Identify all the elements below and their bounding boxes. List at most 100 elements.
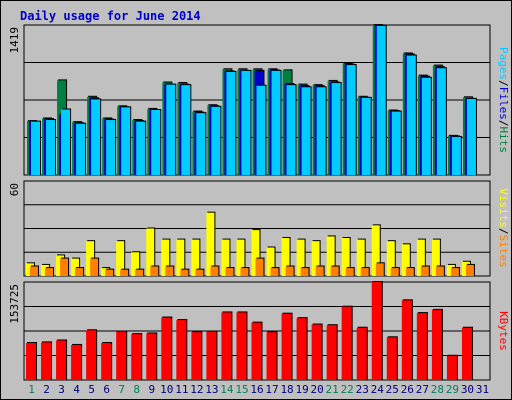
- visits-bar-day-28: [431, 239, 440, 276]
- kbytes-bar-day-28: [431, 309, 442, 380]
- x-tick-label-day-10: 10: [160, 383, 173, 396]
- visits-bar-day-15: [236, 239, 245, 276]
- legend-kbytes: KBytes: [497, 311, 510, 351]
- x-tick-label-day-4: 4: [73, 383, 80, 396]
- kbytes-bar-day-3: [56, 340, 67, 380]
- x-tick-label-day-19: 19: [295, 383, 308, 396]
- pages-bar-day-25: [391, 111, 401, 175]
- pages-bar-day-22: [346, 65, 356, 175]
- panel-pages_files_hits-legend: Pages/Files/Hits: [497, 47, 510, 153]
- kbytes-bar-day-9: [146, 333, 157, 380]
- sites-bar-day-25: [390, 268, 399, 276]
- pages-bar-day-10: [166, 84, 176, 175]
- sites-bar-day-2: [45, 268, 54, 276]
- pages-bar-day-23: [361, 97, 371, 175]
- x-tick-label-day-30: 30: [461, 383, 474, 396]
- kbytes-bar-day-15: [236, 312, 247, 380]
- pages-bar-day-8: [136, 121, 146, 175]
- pages-bar-day-1: [31, 121, 40, 175]
- x-tick-label-day-18: 18: [280, 383, 293, 396]
- pages-bar-day-14: [226, 71, 236, 175]
- sites-bar-day-8: [135, 269, 144, 276]
- kbytes-bar-day-16: [251, 322, 262, 380]
- pages-bar-day-29: [451, 136, 461, 175]
- visits-bar-day-21: [326, 236, 335, 276]
- sites-bar-day-6: [105, 269, 114, 276]
- sites-bar-day-3: [60, 258, 69, 276]
- pages-bar-day-13: [211, 106, 221, 175]
- x-tick-label-day-24: 24: [371, 383, 385, 396]
- visits-bar-day-7: [116, 241, 125, 276]
- pages-bar-day-6: [106, 120, 116, 175]
- visits-bar-day-14: [221, 239, 230, 276]
- panel-visits_sites-ymax-label: 60: [8, 183, 21, 196]
- sites-bar-day-27: [420, 266, 429, 276]
- visits-bar-day-17: [266, 247, 275, 276]
- kbytes-bar-day-12: [191, 332, 202, 380]
- pages-bar-day-17: [271, 70, 281, 175]
- x-tick-label-day-25: 25: [386, 383, 399, 396]
- kbytes-bar-day-10: [161, 317, 172, 380]
- kbytes-bar-day-6: [101, 343, 112, 380]
- pages-bar-day-26: [406, 55, 416, 175]
- pages-bar-day-18: [286, 85, 296, 175]
- visits-bar-day-8: [131, 252, 140, 276]
- sites-bar-day-12: [195, 269, 204, 276]
- kbytes-bar-day-8: [131, 334, 142, 380]
- pages-bar-day-3: [61, 109, 71, 175]
- sites-bar-day-7: [120, 269, 129, 276]
- kbytes-bar-day-5: [86, 330, 97, 380]
- visits-bar-day-12: [191, 239, 200, 276]
- visits-bar-day-27: [416, 239, 425, 276]
- x-tick-label-day-22: 22: [341, 383, 354, 396]
- x-tick-label-day-29: 29: [446, 383, 459, 396]
- sites-bar-day-13: [210, 266, 219, 276]
- visits-bar-day-23: [356, 239, 365, 276]
- x-tick-label-day-21: 21: [326, 383, 339, 396]
- x-tick-label-day-23: 23: [356, 383, 369, 396]
- kbytes-bar-day-30: [461, 327, 472, 380]
- pages-bar-day-30: [466, 98, 476, 175]
- pages-bar-day-20: [316, 87, 326, 175]
- visits-bar-day-10: [161, 239, 170, 276]
- kbytes-bar-day-25: [386, 337, 397, 380]
- pages-bar-day-9: [151, 109, 161, 175]
- sites-bar-day-20: [315, 266, 324, 276]
- kbytes-bar-day-20: [311, 324, 322, 380]
- legend-visits: Visits: [497, 188, 510, 228]
- pages-bar-day-2: [46, 120, 56, 175]
- x-tick-label-day-8: 8: [133, 383, 140, 396]
- legend-sites: Sites: [497, 235, 510, 268]
- sites-bar-day-17: [270, 268, 279, 276]
- x-tick-label-day-5: 5: [88, 383, 95, 396]
- kbytes-bar-day-18: [281, 313, 292, 380]
- sites-bar-day-28: [435, 266, 444, 276]
- x-tick-label-day-27: 27: [416, 383, 429, 396]
- sites-bar-day-22: [345, 268, 354, 276]
- sites-bar-day-11: [180, 269, 189, 276]
- sites-bar-day-15: [240, 268, 249, 276]
- sites-bar-day-9: [150, 266, 159, 276]
- pages-bar-day-24: [376, 25, 386, 176]
- sites-bar-day-18: [285, 266, 294, 276]
- x-tick-label-day-2: 2: [43, 383, 50, 396]
- visits-bar-day-4: [71, 258, 80, 276]
- sites-bar-day-29: [450, 268, 459, 276]
- pages-bar-day-15: [241, 70, 251, 175]
- panel-kbytes-legend: KBytes: [497, 311, 510, 351]
- kbytes-bar-day-11: [176, 320, 187, 380]
- pages-bar-day-21: [331, 83, 341, 175]
- visits-bar-day-26: [401, 244, 410, 276]
- visits-bar-day-16: [251, 230, 260, 276]
- x-tick-label-day-14: 14: [220, 383, 234, 396]
- x-tick-label-day-20: 20: [311, 383, 324, 396]
- x-tick-label-day-11: 11: [175, 383, 188, 396]
- legend-hits: Hits: [497, 127, 510, 154]
- pages-bar-day-11: [181, 85, 191, 175]
- panel-kbytes-ymax-label: 153725: [8, 284, 21, 324]
- sites-bar-day-26: [405, 268, 414, 276]
- visits-bar-day-11: [176, 239, 185, 276]
- sites-bar-day-16: [255, 258, 264, 276]
- pages-bar-day-27: [421, 77, 431, 175]
